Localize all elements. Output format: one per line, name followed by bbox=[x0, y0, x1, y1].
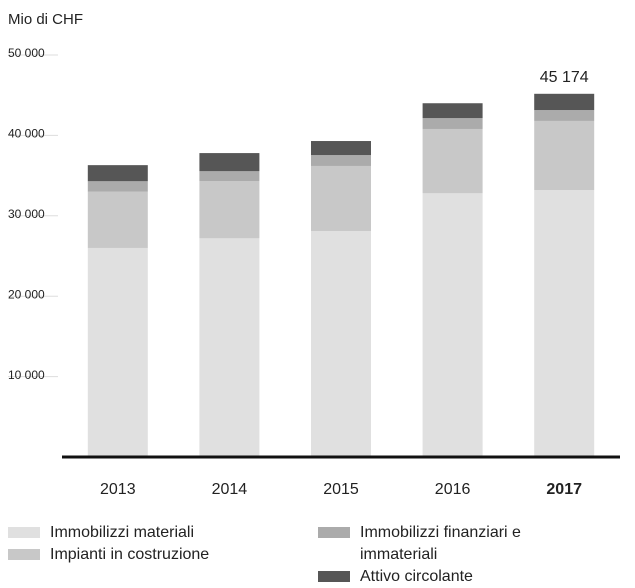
bar-segment bbox=[87, 165, 148, 182]
chart: Mio di CHF 10 000 20 000 30 000 40 000 50 00… bbox=[8, 11, 620, 498]
y-tick-label: 40 000 bbox=[8, 127, 45, 141]
bar-segment bbox=[311, 231, 371, 457]
bar-segment bbox=[534, 110, 595, 121]
x-tick-label: 2014 bbox=[212, 481, 248, 498]
bar-segment bbox=[87, 191, 148, 248]
bar-segment bbox=[87, 181, 148, 192]
bar-segment bbox=[422, 103, 483, 119]
bar-segment bbox=[199, 181, 260, 239]
y-tick-label: 20 000 bbox=[8, 287, 45, 301]
legend-item: Attivo circolante bbox=[318, 566, 473, 588]
legend: Immobilizzi materiali Impianti in costruz… bbox=[0, 522, 635, 587]
legend-swatch bbox=[8, 549, 40, 560]
bar-segment bbox=[534, 93, 595, 111]
bar-segment bbox=[422, 128, 483, 194]
value-label: 45 174 bbox=[540, 69, 589, 86]
x-tick-label: 2016 bbox=[435, 481, 471, 498]
bar-segment bbox=[199, 171, 260, 182]
legend-swatch bbox=[318, 571, 350, 582]
legend-label: Immobilizzi finanziari e immateriali bbox=[360, 524, 521, 563]
bar-segment bbox=[311, 165, 371, 232]
y-tick-label: 30 000 bbox=[8, 207, 45, 221]
y-tick-label: 50 000 bbox=[8, 46, 45, 60]
legend-item: Immobilizzi finanziari e immateriali bbox=[318, 522, 558, 566]
bar-segment bbox=[199, 153, 260, 172]
legend-label: Impianti in costruzione bbox=[50, 546, 210, 563]
bar-segment bbox=[87, 247, 148, 457]
y-tick-label: 10 000 bbox=[8, 368, 45, 382]
bar-segment bbox=[422, 193, 483, 457]
bar-segment bbox=[311, 155, 371, 166]
legend-item: Impianti in costruzione bbox=[8, 544, 209, 566]
bar-segment bbox=[199, 238, 260, 457]
x-tick-label: 2015 bbox=[323, 481, 359, 498]
bar-segment bbox=[311, 141, 371, 156]
legend-label: Immobilizzi materiali bbox=[50, 524, 195, 541]
legend-swatch bbox=[318, 527, 350, 538]
x-tick-label: 2013 bbox=[100, 481, 136, 498]
x-tick-label: 2017 bbox=[546, 481, 582, 498]
bar-segment bbox=[534, 190, 595, 457]
bar-segment bbox=[534, 120, 595, 191]
legend-label: Attivo circolante bbox=[360, 568, 473, 585]
legend-item: Immobilizzi materiali bbox=[8, 522, 194, 544]
bar-segment bbox=[422, 118, 483, 129]
legend-swatch bbox=[8, 527, 40, 538]
y-axis-title: Mio di CHF bbox=[8, 11, 83, 28]
